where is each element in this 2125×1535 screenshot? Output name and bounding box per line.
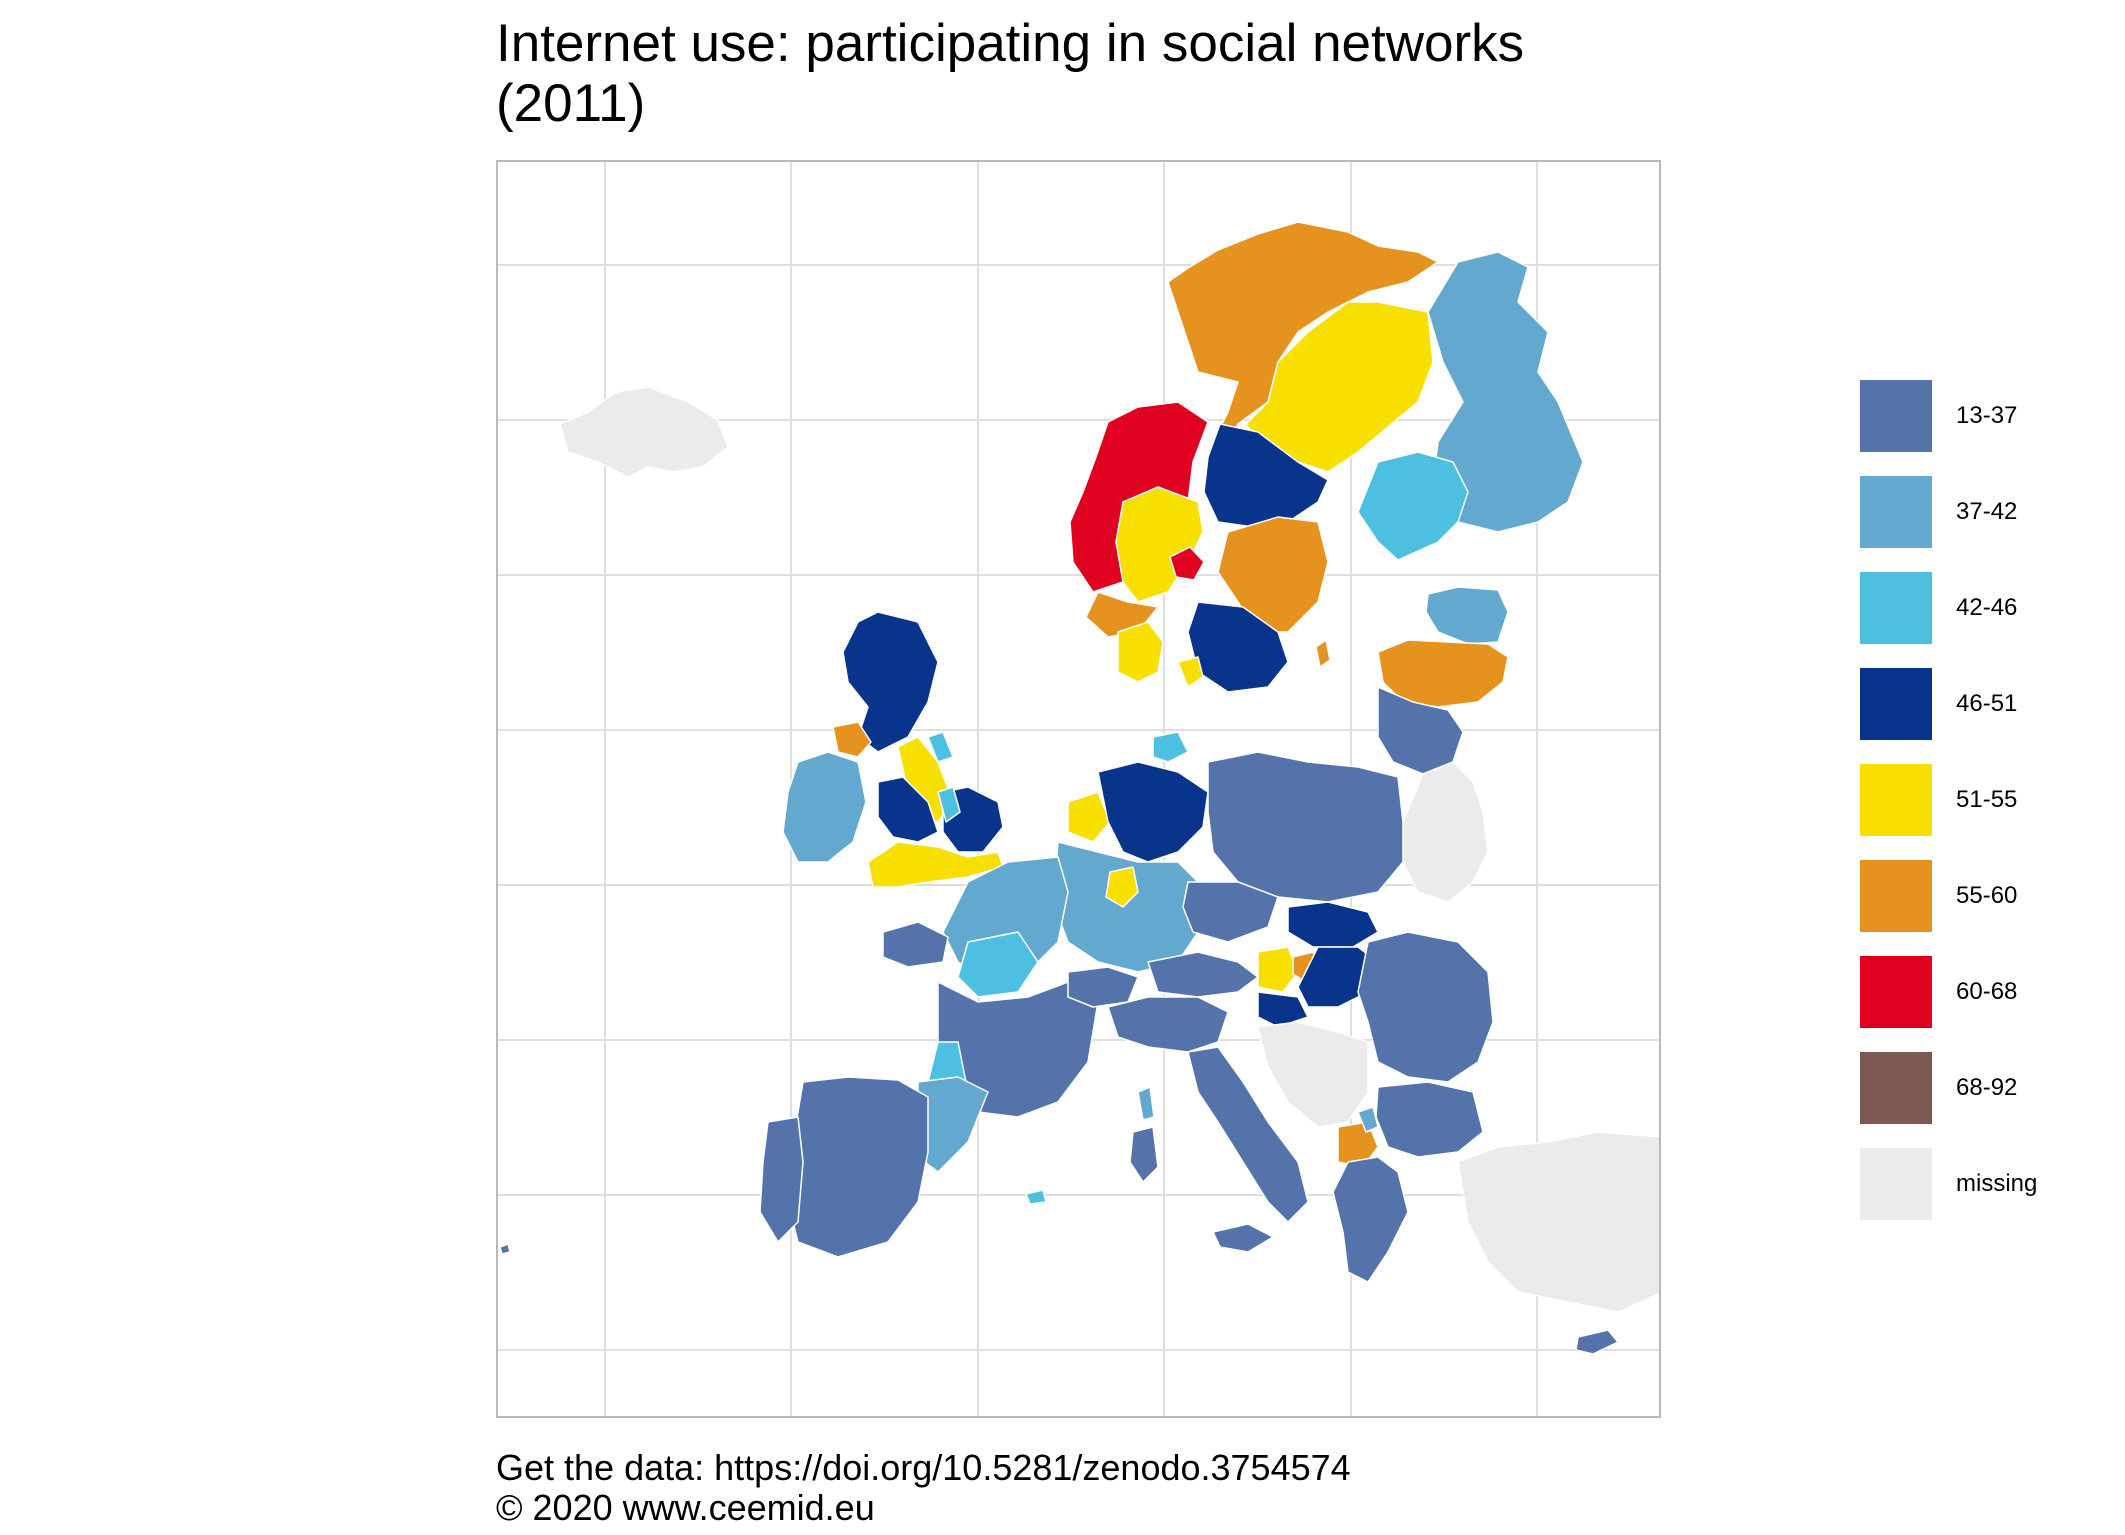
region-iceland xyxy=(559,386,729,478)
map-title: Internet use: participating in social ne… xyxy=(496,14,1524,134)
region-portugal xyxy=(759,1116,804,1243)
region-ireland xyxy=(782,751,867,863)
region-estonia xyxy=(1425,586,1509,645)
choropleth-map xyxy=(498,162,1659,1416)
legend-swatch xyxy=(1860,572,1932,644)
region-gotland xyxy=(1315,639,1331,668)
region-germany-north xyxy=(1097,761,1209,863)
map-title-line-2: (2011) xyxy=(496,74,646,133)
region-corsica xyxy=(1137,1086,1155,1121)
legend-swatch xyxy=(1860,380,1932,452)
region-greece xyxy=(1332,1156,1409,1283)
legend-label: 46-51 xyxy=(1956,690,2018,717)
legend-item: 42-46 xyxy=(1860,572,2120,644)
legend-label: 42-46 xyxy=(1956,594,2018,621)
legend-item: 46-51 xyxy=(1860,668,2120,740)
region-norway-north xyxy=(1167,221,1439,445)
legend-item: 55-60 xyxy=(1860,860,2120,932)
copyright-line: © 2020 www.ceemid.eu xyxy=(496,1487,875,1528)
region-balearics xyxy=(1025,1189,1047,1205)
legend-item: missing xyxy=(1860,1148,2120,1220)
legend-item: 13-37 xyxy=(1860,380,2120,452)
region-germany-south xyxy=(1052,841,1199,973)
region-brittany xyxy=(882,921,949,968)
region-northern-ireland xyxy=(832,721,872,758)
region-turkey-missing xyxy=(1457,1131,1659,1313)
region-wales-midlands xyxy=(877,776,939,843)
region-poland xyxy=(1207,751,1404,903)
legend-label: 13-37 xyxy=(1956,402,2018,429)
legend-swatch xyxy=(1860,1148,1932,1220)
region-sardinia xyxy=(1129,1126,1159,1183)
region-sweden-south xyxy=(1187,601,1289,693)
region-east-midlands xyxy=(937,786,961,823)
legend-swatch xyxy=(1860,476,1932,548)
region-czechia xyxy=(1182,881,1279,943)
region-italy-north xyxy=(1107,996,1229,1053)
region-serbia-ridge xyxy=(1357,1106,1379,1133)
legend-label: 55-60 xyxy=(1956,882,2018,909)
region-belarus-ukraine-missing xyxy=(1402,761,1489,903)
region-austria xyxy=(1147,951,1259,998)
region-finland-south xyxy=(1357,451,1469,561)
region-western-balkans-missing xyxy=(1257,1021,1369,1128)
map-panel xyxy=(496,160,1661,1418)
region-spain xyxy=(787,1076,929,1258)
region-cyprus xyxy=(1575,1329,1619,1355)
legend-label: 68-92 xyxy=(1956,1074,2018,1101)
region-belgium-netherlands xyxy=(1067,791,1111,843)
source-caption: Get the data: https://doi.org/10.5281/ze… xyxy=(496,1448,1351,1528)
legend-label: 51-55 xyxy=(1956,786,2018,813)
region-hungary-west xyxy=(1257,946,1299,993)
legend-swatch xyxy=(1860,764,1932,836)
region-sicily xyxy=(1212,1223,1274,1253)
region-sweden-stockholm xyxy=(1217,516,1329,633)
legend-item: 37-42 xyxy=(1860,476,2120,548)
region-luxembourg-lux xyxy=(1105,866,1139,908)
legend-swatch xyxy=(1860,668,1932,740)
region-canary-islands xyxy=(499,1243,511,1255)
region-northern-germany-sea xyxy=(1152,731,1189,763)
region-scotland xyxy=(842,611,939,753)
legend-swatch xyxy=(1860,956,1932,1028)
legend-item: 51-55 xyxy=(1860,764,2120,836)
data-source-line: Get the data: https://doi.org/10.5281/ze… xyxy=(496,1447,1351,1488)
legend-swatch xyxy=(1860,1052,1932,1124)
legend-item: 60-68 xyxy=(1860,956,2120,1028)
region-finland-north xyxy=(1427,251,1584,533)
region-bulgaria xyxy=(1375,1081,1484,1158)
legend-label: 37-42 xyxy=(1956,498,2018,525)
legend-label: missing xyxy=(1956,1170,2038,1197)
region-denmark-zealand xyxy=(1177,656,1204,688)
region-slovakia xyxy=(1287,901,1379,948)
map-title-line-1: Internet use: participating in social ne… xyxy=(496,14,1525,73)
region-ne-england xyxy=(927,731,954,763)
region-romania xyxy=(1357,931,1494,1083)
legend-item: 68-92 xyxy=(1860,1052,2120,1124)
legend-label: 60-68 xyxy=(1956,978,2018,1005)
region-norway-oslo xyxy=(1169,546,1205,581)
region-paris-basin xyxy=(957,931,1039,998)
region-switzerland xyxy=(1067,966,1139,1008)
region-norway-central xyxy=(1115,486,1204,603)
region-italy-peninsula xyxy=(1187,1046,1309,1223)
legend-swatch xyxy=(1860,860,1932,932)
region-hungary-south xyxy=(1257,991,1309,1028)
region-denmark xyxy=(1117,621,1164,683)
